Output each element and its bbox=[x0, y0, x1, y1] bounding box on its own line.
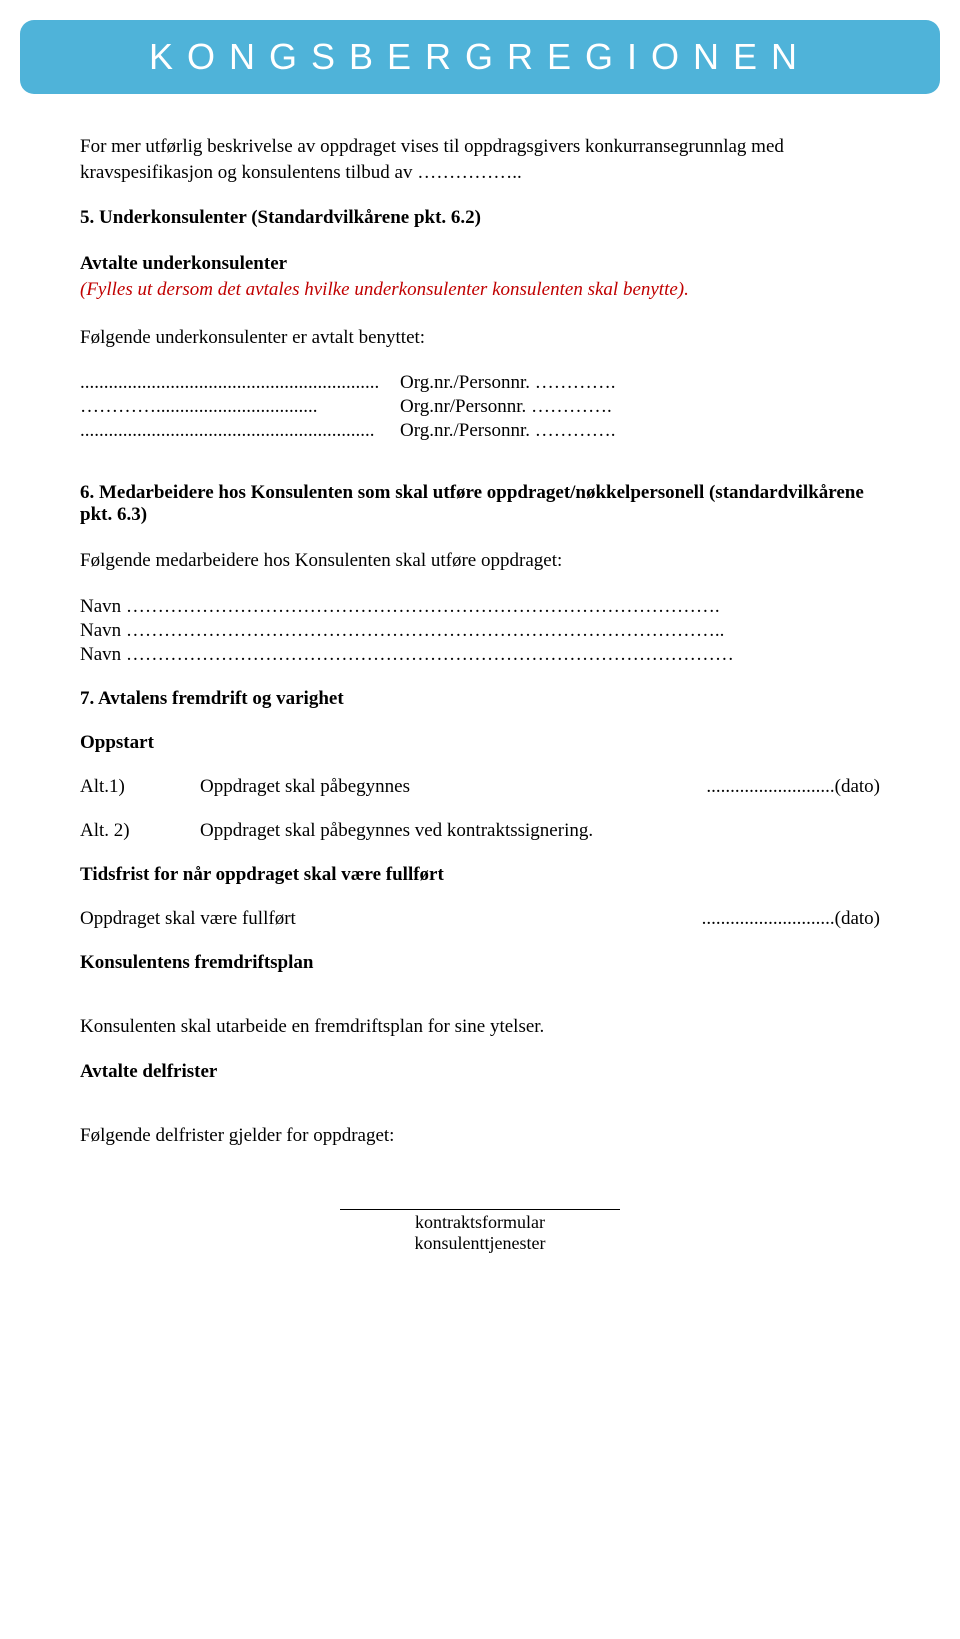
section-5-listing-intro: Følgende underkonsulenter er avtalt beny… bbox=[80, 325, 880, 351]
navn-row: Navn …………………………………………………………………………………… bbox=[80, 644, 880, 666]
footer: kontraktsformular konsulenttjenester bbox=[80, 1209, 880, 1254]
footer-line1: kontraktsformular bbox=[80, 1212, 880, 1233]
row-dots: ........................................… bbox=[80, 420, 400, 442]
alt2-label: Alt. 2) bbox=[80, 820, 200, 842]
section-5-note: (Fylles ut dersom det avtales hvilke und… bbox=[80, 279, 689, 300]
intro-paragraph: For mer utførlig beskrivelse av oppdrage… bbox=[80, 134, 880, 185]
page-content: For mer utførlig beskrivelse av oppdrage… bbox=[0, 134, 960, 1294]
section-6-title: 6. Medarbeidere hos Konsulenten som skal… bbox=[80, 482, 880, 526]
fullfort-dato: ............................(dato) bbox=[702, 908, 880, 930]
section-7-title: 7. Avtalens fremdrift og varighet bbox=[80, 688, 880, 710]
underkonsulent-row: ........................................… bbox=[80, 420, 880, 442]
fullfort-text: Oppdraget skal være fullført bbox=[80, 908, 296, 930]
row-orgnr-label: Org.nr./Personnr. …………. bbox=[400, 372, 880, 394]
fullfort-row: Oppdraget skal være fullført ...........… bbox=[80, 908, 880, 930]
row-dots: ........................................… bbox=[80, 372, 400, 394]
row-dots: ………….................................. bbox=[80, 396, 400, 418]
navn-row: Navn …………………………………………………………………………………. bbox=[80, 596, 880, 618]
section-5-subtitle-block: Avtalte underkonsulenter (Fylles ut ders… bbox=[80, 251, 880, 302]
section-6-listing-intro: Følgende medarbeidere hos Konsulenten sk… bbox=[80, 548, 880, 574]
section-5-title: 5. Underkonsulenter (Standardvilkårene p… bbox=[80, 207, 880, 229]
navn-row: Navn ………………………………………………………………………………….. bbox=[80, 620, 880, 642]
avtalte-underkonsulenter-label: Avtalte underkonsulenter bbox=[80, 253, 287, 274]
underkonsulenter-rows: ........................................… bbox=[80, 372, 880, 442]
medarbeidere-rows: Navn …………………………………………………………………………………. Na… bbox=[80, 596, 880, 666]
tidsfrist-heading: Tidsfrist for når oppdraget skal være fu… bbox=[80, 864, 880, 886]
row-orgnr-label: Org.nr/Personnr. …………. bbox=[400, 396, 880, 418]
underkonsulent-row: ………….................................. O… bbox=[80, 396, 880, 418]
underkonsulent-row: ........................................… bbox=[80, 372, 880, 394]
row-orgnr-label: Org.nr./Personnr. …………. bbox=[400, 420, 880, 442]
alt1-text: Oppdraget skal påbegynnes bbox=[200, 776, 706, 798]
alt1-label: Alt.1) bbox=[80, 776, 200, 798]
alt2-row: Alt. 2) Oppdraget skal påbegynnes ved ko… bbox=[80, 820, 880, 842]
fremdriftsplan-text: Konsulenten skal utarbeide en fremdrifts… bbox=[80, 1014, 880, 1040]
alt2-text: Oppdraget skal påbegynnes ved kontraktss… bbox=[200, 820, 880, 842]
alt1-dato: ...........................(dato) bbox=[706, 776, 880, 798]
footer-divider bbox=[340, 1209, 620, 1210]
alt1-row: Alt.1) Oppdraget skal påbegynnes .......… bbox=[80, 776, 880, 798]
footer-line2: konsulenttjenester bbox=[80, 1233, 880, 1254]
fremdriftsplan-heading: Konsulentens fremdriftsplan bbox=[80, 952, 880, 974]
header-banner: KONGSBERGREGIONEN bbox=[20, 20, 940, 94]
delfrister-text: Følgende delfrister gjelder for oppdrage… bbox=[80, 1123, 880, 1149]
delfrister-heading: Avtalte delfrister bbox=[80, 1061, 880, 1083]
oppstart-heading: Oppstart bbox=[80, 732, 880, 754]
